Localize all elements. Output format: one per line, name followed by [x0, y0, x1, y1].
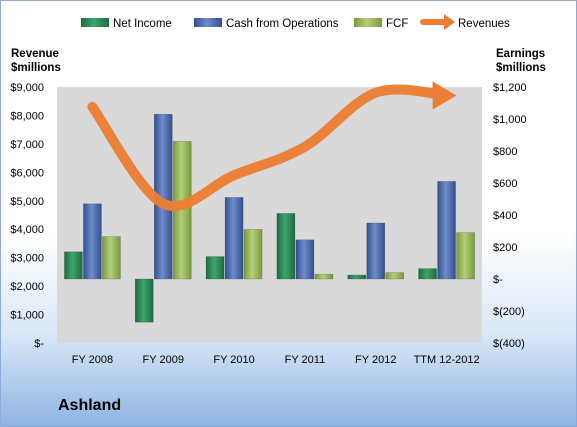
net-income-bar	[205, 256, 225, 280]
legend-swatch-net-income	[81, 18, 109, 27]
cfo-bar	[83, 203, 102, 280]
cfo-bar	[224, 197, 244, 280]
right-axis-ticks: $(400) $(200) $- $200 $400 $600 $800 $1,000 $1,2…	[493, 82, 527, 350]
category-label: FY 2009	[143, 354, 184, 366]
right-tick-label: $(400)	[493, 338, 525, 350]
legend-label-cfo: Cash from Operations	[226, 18, 339, 30]
category-label: TTM 12-2012	[414, 354, 480, 366]
fcf-bar	[456, 232, 475, 280]
left-tick-label: $6,000	[10, 167, 44, 179]
bars	[64, 113, 475, 323]
net-income-bar	[64, 251, 83, 280]
legend-arrow-revenues	[444, 14, 455, 30]
fcf-bar	[243, 229, 263, 280]
plot-area	[57, 87, 482, 343]
left-axis-ticks: $- $1,000 $2,000 $3,000 $4,000 $5,000 $6,000 $7…	[10, 82, 44, 350]
right-axis-title-line2: $millions	[496, 62, 546, 74]
cfo-bar	[295, 239, 315, 280]
left-axis-title-line1: Revenue	[11, 48, 59, 60]
left-tick-label: $4,000	[10, 224, 44, 236]
cfo-bar	[437, 181, 456, 280]
fcf-bar	[102, 236, 121, 280]
right-tick-label: $800	[493, 146, 517, 158]
category-label: FY 2010	[213, 354, 254, 366]
net-income-bar	[347, 274, 367, 280]
category-label: FY 2012	[355, 354, 396, 366]
right-axis-title-line1: Earnings	[496, 48, 545, 60]
category-labels: FY 2008 FY 2009 FY 2010 FY 2011 FY 2012 TTM 1…	[72, 354, 480, 366]
left-tick-label: $2,000	[10, 281, 44, 293]
right-tick-label: $1,000	[493, 114, 527, 126]
revenue-line-arrowhead	[432, 81, 457, 110]
legend-label-fcf: FCF	[386, 18, 408, 30]
right-tick-label: $600	[493, 178, 517, 190]
revenue-series-line	[87, 84, 452, 211]
revenue-line	[87, 81, 457, 211]
fcf-bar	[385, 272, 405, 280]
right-tick-label: $400	[493, 210, 517, 222]
left-tick-label: $3,000	[10, 253, 44, 265]
legend-label-net-income: Net Income	[113, 18, 172, 30]
left-tick-label: $-	[34, 338, 44, 350]
company-name: Ashland	[58, 397, 122, 414]
net-income-bar	[134, 278, 154, 323]
category-label: FY 2008	[72, 354, 113, 366]
right-tick-label: $-	[493, 274, 503, 286]
cfo-bar	[366, 222, 386, 280]
left-tick-label: $7,000	[10, 139, 44, 151]
category-label: FY 2011	[285, 354, 326, 366]
right-tick-label: $200	[493, 242, 517, 254]
right-tick-label: $(200)	[493, 306, 525, 318]
left-tick-label: $8,000	[10, 110, 44, 122]
legend-swatch-fcf	[354, 18, 382, 27]
left-axis-title-line2: $millions	[11, 62, 61, 74]
legend: Net Income Cash from Operations FCF Reve…	[81, 14, 510, 30]
right-tick-label: $1,200	[493, 82, 527, 94]
net-income-bar	[276, 213, 296, 280]
left-tick-label: $9,000	[10, 82, 44, 94]
legend-label-revenues: Revenues	[458, 18, 510, 30]
left-tick-label: $5,000	[10, 196, 44, 208]
net-income-bar	[418, 268, 437, 280]
left-tick-label: $1,000	[10, 310, 44, 322]
legend-swatch-cfo	[194, 18, 222, 27]
fcf-bar	[314, 273, 334, 280]
